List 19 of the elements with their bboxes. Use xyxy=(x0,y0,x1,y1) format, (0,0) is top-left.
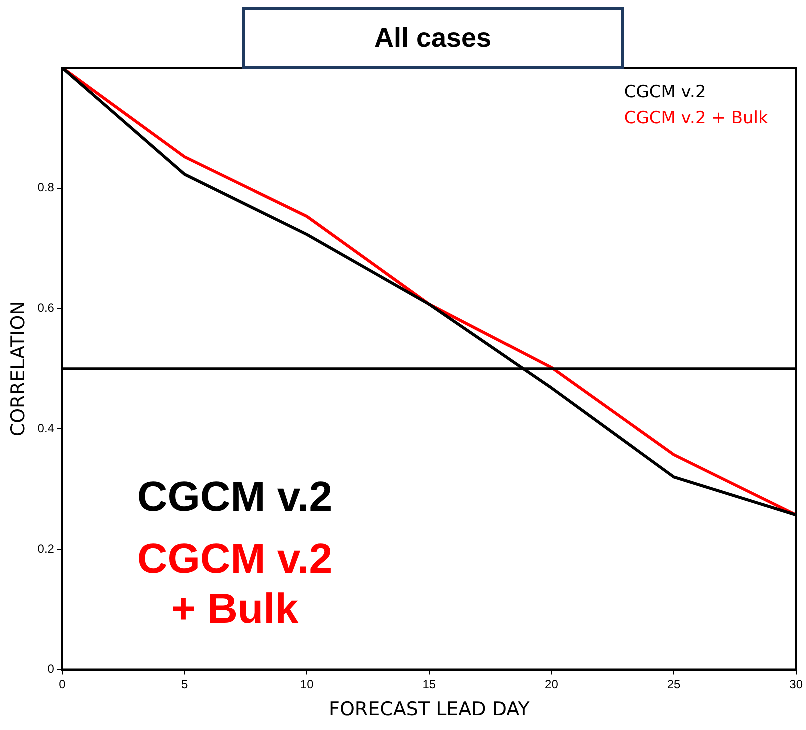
x-tick-label: 0 xyxy=(59,677,66,692)
chart-title: All cases xyxy=(242,7,624,69)
x-tick-label: 30 xyxy=(790,677,804,692)
x-tick-label: 15 xyxy=(422,677,436,692)
text: CGCM v.2 xyxy=(624,82,706,102)
x-tick-label: 25 xyxy=(667,677,682,692)
y-axis-title: CORRELATION xyxy=(7,301,30,437)
y-tick-label: 0.2 xyxy=(38,542,55,556)
y-tick-label: 0.6 xyxy=(38,301,55,316)
x-tick-label: 20 xyxy=(545,677,559,692)
y-tick-label: 0.4 xyxy=(38,421,55,436)
text: CGCM v.2 + Bulk xyxy=(624,108,768,128)
y-tick-label: 0 xyxy=(48,662,55,676)
annotation: CGCM v.2 xyxy=(136,472,334,522)
x-axis-title: FORECAST LEAD DAY xyxy=(329,698,530,721)
x-tick-label: 5 xyxy=(181,677,188,692)
annotation: CGCM v.2 + Bulk xyxy=(136,534,334,634)
y-tick-label: 0.8 xyxy=(38,180,55,195)
x-tick-label: 10 xyxy=(300,677,314,692)
